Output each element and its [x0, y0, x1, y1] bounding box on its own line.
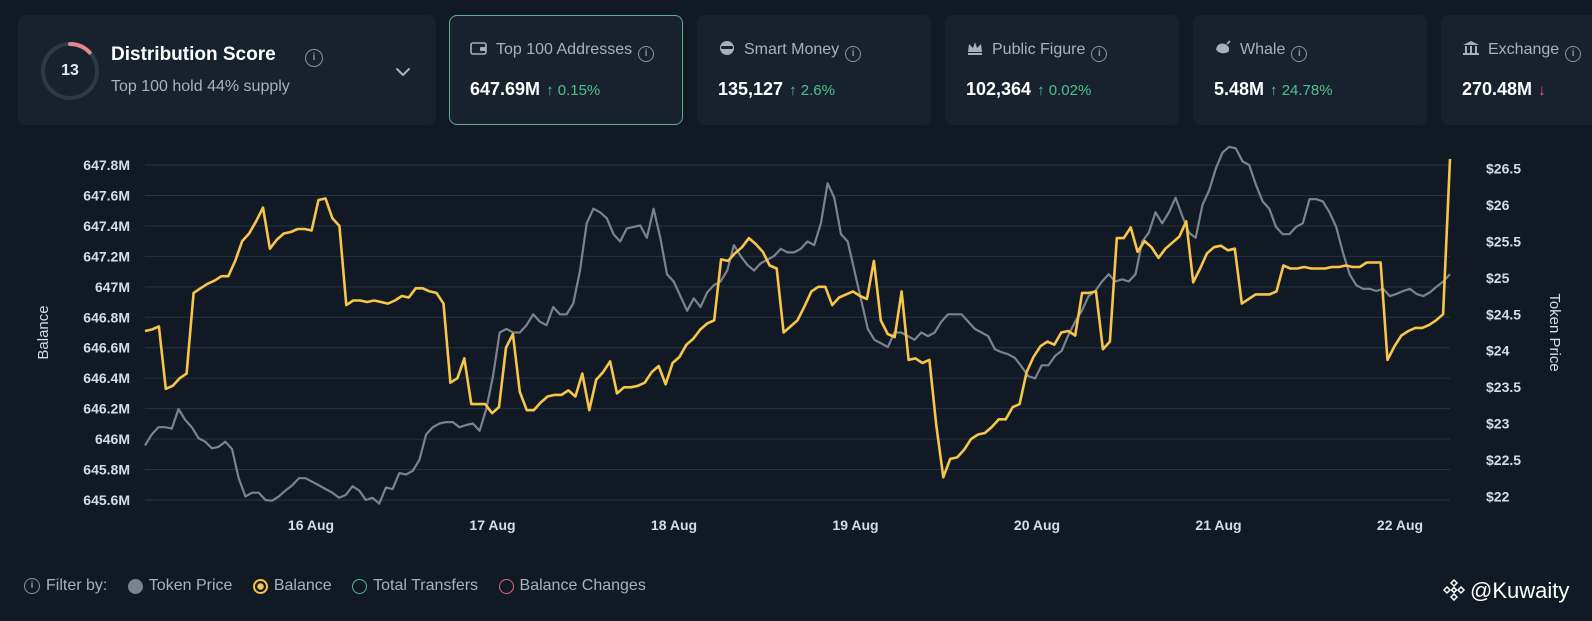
y-left-tick-label: 645.8M: [83, 462, 130, 478]
info-icon[interactable]: i: [1291, 46, 1308, 62]
metric-cards: 13 Distribution Score i Top 100 hold 44%…: [0, 0, 1592, 140]
binance-logo-icon: [1442, 578, 1466, 602]
card-change: 0.15%: [557, 82, 601, 99]
distribution-score-subtitle: Top 100 hold 44% supply: [111, 78, 290, 95]
y-left-tick-label: 647.2M: [83, 248, 130, 264]
y-right-tick-label: $22: [1486, 488, 1510, 504]
card-public-figure[interactable]: Public Figure i 102,364 ↑ 0.02%: [945, 15, 1179, 125]
y-left-tick-label: 647.6M: [83, 187, 130, 203]
filter-total-transfers[interactable]: Total Transfers: [352, 577, 478, 594]
y-left-tick-label: 646.8M: [83, 309, 130, 325]
card-exchange[interactable]: Exchange i 270.48M ↓: [1441, 15, 1592, 125]
arrow-up-icon: ↑: [1270, 82, 1282, 99]
filter-bar: i Filter by: Token Price Balance Total Tr…: [24, 577, 646, 595]
sunglasses-icon: [720, 41, 734, 55]
y-left-tick-label: 647.4M: [83, 218, 130, 234]
y-left-axis-label: Balance: [35, 305, 52, 359]
card-top-100-addresses[interactable]: Top 100 Addresses i 647.69M ↑ 0.15%: [449, 15, 683, 125]
y-right-tick-label: $24: [1486, 343, 1510, 359]
card-title: Exchange: [1488, 41, 1560, 58]
x-tick-label: 19 Aug: [832, 517, 878, 533]
brand-watermark: @Kuwaity: [1442, 578, 1569, 604]
info-icon[interactable]: i: [1091, 46, 1108, 62]
arrow-down-icon: ↓: [1538, 82, 1546, 99]
token-price-series-line: [144, 145, 1451, 505]
card-change: 24.78%: [1281, 82, 1333, 99]
arrow-up-icon: ↑: [1037, 82, 1049, 99]
bank-icon: [1463, 41, 1479, 55]
y-right-tick-label: $25.5: [1486, 233, 1521, 249]
card-value: 5.48M: [1214, 79, 1265, 99]
x-tick-label: 22 Aug: [1377, 517, 1423, 533]
x-tick-label: 16 Aug: [288, 517, 334, 533]
info-icon[interactable]: i: [305, 49, 323, 67]
y-left-tick-label: 647M: [95, 279, 130, 295]
distribution-score-card[interactable]: 13 Distribution Score i Top 100 hold 44%…: [18, 15, 436, 125]
info-icon[interactable]: i: [638, 46, 655, 62]
arrow-up-icon: ↑: [546, 82, 558, 99]
card-value: 135,127: [718, 79, 784, 99]
card-value: 102,364: [966, 79, 1032, 99]
info-icon[interactable]: i: [845, 46, 862, 62]
card-whale[interactable]: Whale i 5.48M ↑ 24.78%: [1193, 15, 1427, 125]
distribution-score-value: 13: [61, 62, 79, 79]
whale-icon: [1216, 40, 1231, 54]
card-value: 270.48M: [1462, 79, 1533, 99]
x-tick-label: 17 Aug: [469, 517, 515, 533]
filter-item-label: Token Price: [148, 577, 233, 594]
card-value: 647.69M: [470, 79, 541, 99]
info-icon[interactable]: i: [1565, 46, 1582, 62]
balance-price-chart[interactable]: 647.8M 647.6M 647.4M 647.2M 647M 646.8M 646.6M…: [0, 140, 1592, 560]
y-right-tick-label: $25: [1486, 270, 1510, 286]
card-title: Whale: [1240, 41, 1286, 58]
y-left-tick-label: 646.2M: [83, 401, 130, 417]
distribution-score-title: Distribution Score: [111, 44, 276, 65]
y-left-tick-label: 645.6M: [83, 492, 130, 508]
card-title: Smart Money: [744, 41, 840, 58]
y-left-tick-label: 647.8M: [83, 157, 130, 173]
balance-series-line: [144, 158, 1452, 479]
x-tick-label: 18 Aug: [651, 517, 697, 533]
y-left-tick-label: 646.6M: [83, 340, 130, 356]
chevron-down-icon[interactable]: [393, 62, 413, 82]
card-title: Public Figure: [992, 41, 1086, 58]
filter-balance[interactable]: Balance: [252, 577, 332, 594]
y-right-axis-label: Token Price: [1546, 293, 1563, 371]
crown-icon: [968, 42, 982, 55]
y-right-tick-label: $23: [1486, 416, 1510, 432]
y-right-tick-label: $24.5: [1486, 306, 1521, 322]
filter-dot-icon: [352, 578, 368, 594]
filter-label: Filter by:: [46, 577, 108, 595]
y-left-tick-label: 646.4M: [83, 370, 130, 386]
x-tick-label: 20 Aug: [1014, 517, 1060, 533]
filter-item-label: Balance Changes: [519, 577, 646, 594]
y-right-tick-label: $26: [1486, 197, 1510, 213]
card-title: Top 100 Addresses: [496, 41, 633, 58]
y-left-tick-label: 646M: [95, 431, 130, 447]
y-right-tick-label: $22.5: [1486, 452, 1521, 468]
filter-item-label: Balance: [273, 577, 332, 594]
wallet-icon: [470, 42, 487, 55]
arrow-up-icon: ↑: [789, 82, 801, 99]
brand-text: @Kuwaity: [1470, 578, 1570, 603]
filter-balance-changes[interactable]: Balance Changes: [498, 577, 646, 594]
card-change: 0.02%: [1048, 82, 1092, 99]
filter-dot-icon: [498, 578, 514, 594]
filter-token-price[interactable]: Token Price: [127, 577, 233, 594]
filter-dot-icon: [252, 578, 268, 594]
y-right-tick-label: $26.5: [1486, 161, 1521, 177]
filter-dot-icon: [127, 578, 143, 594]
filter-item-label: Total Transfers: [373, 577, 479, 594]
y-right-tick-label: $23.5: [1486, 379, 1521, 395]
card-change: 2.6%: [800, 82, 835, 99]
card-smart-money[interactable]: Smart Money i 135,127 ↑ 2.6%: [697, 15, 931, 125]
distribution-gauge: [41, 42, 99, 100]
x-tick-label: 21 Aug: [1195, 517, 1241, 533]
info-icon[interactable]: i: [24, 578, 40, 595]
